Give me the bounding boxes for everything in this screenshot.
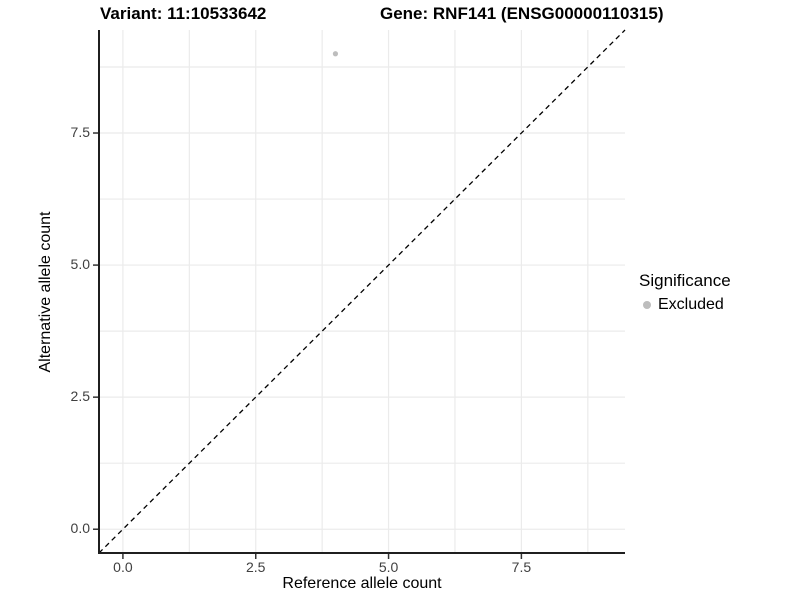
y-tick-label: 2.5 bbox=[70, 388, 90, 405]
y-tick-label: 0.0 bbox=[70, 520, 90, 537]
y-tick-label: 5.0 bbox=[70, 256, 90, 273]
y-axis-title: Alternative allele count bbox=[37, 211, 54, 373]
legend-title: Significance bbox=[639, 271, 731, 290]
x-tick-label: 7.5 bbox=[511, 559, 532, 575]
legend-item-label: Excluded bbox=[658, 296, 724, 313]
x-axis-title: Reference allele count bbox=[282, 575, 442, 592]
excluded-point-icon bbox=[643, 301, 651, 309]
x-tick-label: 5.0 bbox=[378, 559, 399, 575]
x-tick-label: 0.0 bbox=[113, 559, 133, 575]
x-tick-label: 2.5 bbox=[246, 559, 266, 575]
gene-title: Gene: RNF141 (ENSG00000110315) bbox=[380, 4, 664, 23]
legend-item-excluded: Excluded bbox=[639, 296, 731, 314]
legend: Significance Excluded bbox=[639, 271, 731, 314]
variant-title: Variant: 11:10533642 bbox=[100, 4, 267, 23]
y-tick-label: 7.5 bbox=[70, 124, 90, 140]
identity-reference-line bbox=[98, 29, 626, 554]
data-point bbox=[332, 51, 339, 57]
